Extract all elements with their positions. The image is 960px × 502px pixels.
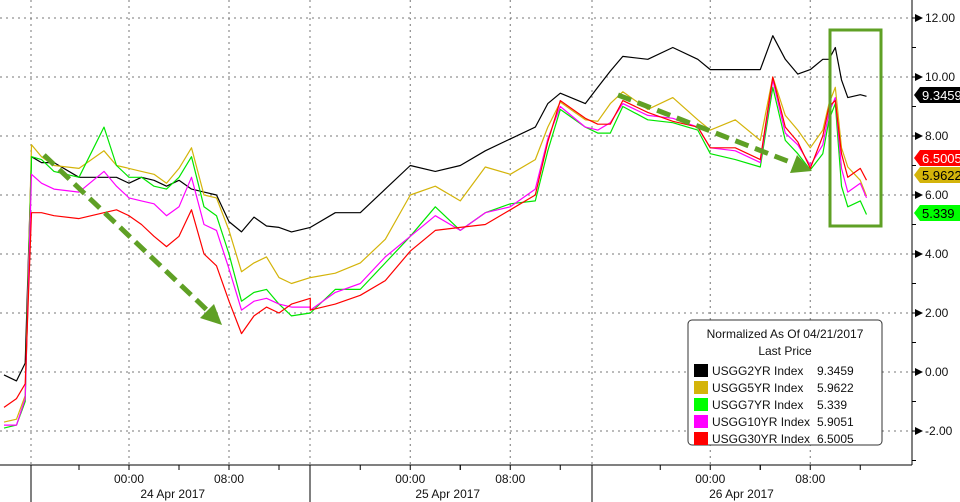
series-line-usgg10yr — [4, 79, 868, 426]
legend-swatch — [694, 398, 708, 411]
downtrend-arrow-2-head — [790, 155, 812, 173]
badge-label: 5.339 — [922, 206, 955, 221]
highlight-box — [828, 28, 883, 228]
last-price-badge: 9.3459 — [914, 87, 960, 103]
last-price-badge: 5.9622 — [914, 167, 960, 183]
legend-series-name: USGG30YR Index — [712, 432, 810, 446]
legend-series-name: USGG7YR Index — [712, 398, 803, 412]
x-tick-label: 00:00 — [114, 472, 144, 486]
series-lines — [3, 35, 868, 429]
y-tick-marker-icon — [915, 14, 923, 22]
badge-label: 5.9622 — [922, 168, 960, 183]
y-tick-marker-icon — [915, 250, 923, 258]
legend-subtitle: Last Price — [758, 344, 812, 358]
legend-series-value: 6.5005 — [817, 432, 854, 446]
y-tick-marker-icon — [915, 73, 923, 81]
y-tick-label: 6.00 — [925, 188, 949, 202]
legend-entry: USGG7YR Index 5.339 — [694, 398, 847, 412]
badge-shape — [914, 167, 960, 183]
series-line-usgg5yr — [3, 76, 868, 423]
badge-shape — [914, 205, 960, 221]
series-line-usgg30yr — [3, 76, 868, 408]
grid — [0, 0, 912, 465]
y-tick-marker-icon — [915, 309, 923, 317]
legend: Normalized As Of 04/21/2017 Last Price U… — [687, 319, 883, 446]
legend-series-value: 5.9622 — [817, 381, 854, 395]
downtrend-arrow-1-head — [200, 304, 222, 325]
legend-box — [687, 319, 883, 446]
legend-series-name: USGG2YR Index — [712, 364, 803, 378]
y-tick-marker-icon — [915, 132, 923, 140]
legend-series-name: USGG5YR Index — [712, 381, 803, 395]
y-tick-marker-icon — [915, 427, 923, 435]
legend-title: Normalized As Of 04/21/2017 — [707, 327, 864, 341]
legend-swatch — [694, 364, 708, 377]
legend-series-value: 5.339 — [817, 398, 847, 412]
badge-label: 9.3459 — [922, 88, 960, 103]
last-price-badge: 5.339 — [914, 205, 960, 221]
x-tick-label: 08:00 — [795, 472, 825, 486]
series-line-usgg7yr — [3, 86, 868, 429]
legend-series-value: 9.3459 — [817, 364, 854, 378]
y-tick-label: 8.00 — [925, 129, 949, 143]
x-date-label: 25 Apr 2017 — [415, 487, 480, 501]
legend-series-value: 5.9051 — [817, 415, 854, 429]
annotations — [42, 28, 883, 325]
y-tick-label: 4.00 — [925, 247, 949, 261]
y-tick-marker-icon — [915, 368, 923, 376]
legend-swatch — [694, 415, 708, 428]
downtrend-arrow-1 — [42, 153, 210, 313]
badge-label: 6.5005 — [922, 151, 960, 166]
series-line-usgg2yr — [3, 35, 867, 382]
x-tick-label: 08:00 — [495, 472, 525, 486]
y-tick-label: -2.00 — [925, 424, 953, 438]
last-price-badge: 6.5005 — [914, 150, 960, 166]
x-date-label: 26 Apr 2017 — [709, 487, 774, 501]
x-tick-label: 00:00 — [695, 472, 725, 486]
x-tick-label: 08:00 — [214, 472, 244, 486]
legend-series-name: USGG10YR Index — [712, 415, 810, 429]
x-date-label: 24 Apr 2017 — [140, 487, 205, 501]
y-tick-marker-icon — [915, 191, 923, 199]
legend-entry: USGG10YR Index 5.9051 — [694, 415, 854, 429]
y-tick-label: 2.00 — [925, 306, 949, 320]
legend-swatch — [694, 432, 708, 445]
badge-shape — [914, 150, 960, 166]
badge-shape — [914, 87, 960, 103]
legend-swatch — [694, 381, 708, 394]
downtrend-arrow-2 — [617, 92, 796, 167]
y-tick-label: 0.00 — [925, 365, 949, 379]
legend-entry: USGG2YR Index 9.3459 — [694, 364, 854, 378]
y-tick-label: 12.00 — [925, 11, 955, 25]
x-tick-label: 00:00 — [395, 472, 425, 486]
y-tick-label: 10.00 — [925, 70, 955, 84]
legend-entry: USGG5YR Index 5.9622 — [694, 381, 854, 395]
last-price-badges: 9.3459 6.5005 5.9622 5.339 — [914, 87, 960, 221]
legend-entry: USGG30YR Index 6.5005 — [694, 432, 854, 446]
